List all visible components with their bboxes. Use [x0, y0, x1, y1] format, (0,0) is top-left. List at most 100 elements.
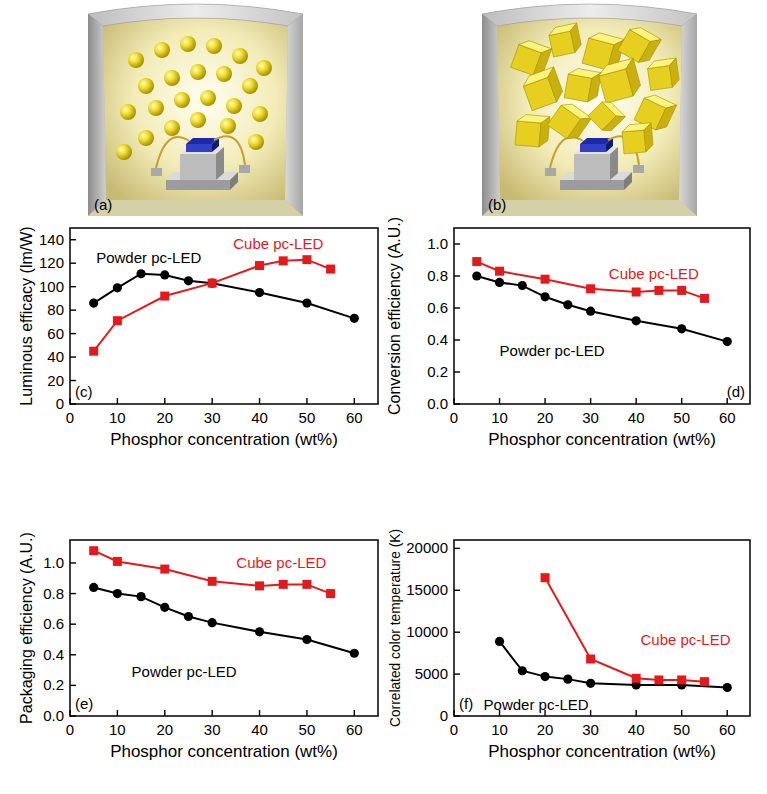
series-label: Powder pc-LED — [132, 663, 237, 680]
y-tick — [454, 307, 460, 308]
phosphor-cube — [588, 98, 625, 135]
data-point — [563, 300, 572, 309]
cube-side — [656, 102, 677, 134]
chart: 0102030405060020406080100120140Phosphor … — [18, 226, 378, 449]
y-tick-label: 10000 — [406, 623, 448, 640]
y-axis-title: Packaging efficiency (A.U.) — [18, 532, 35, 724]
y-tick-label: 0.0 — [43, 707, 64, 724]
wire — [156, 137, 189, 168]
cube-side — [545, 67, 565, 102]
x-tick — [306, 398, 307, 404]
data-point — [184, 612, 193, 621]
phosphor-sphere — [248, 134, 264, 150]
x-tick — [499, 398, 500, 404]
data-point — [208, 279, 217, 288]
y-tick — [454, 673, 460, 674]
y-axis-title: Correlated color temperature (K) — [388, 529, 403, 727]
x-tick — [164, 710, 165, 716]
x-tick-label: 10 — [491, 409, 508, 426]
chart: 01020304050600.00.20.40.60.81.0Phosphor … — [18, 532, 378, 761]
data-point — [723, 337, 732, 346]
x-tick — [117, 710, 118, 716]
data-point — [302, 298, 311, 307]
series-line — [94, 260, 331, 352]
phosphor-sphere — [226, 98, 242, 114]
y-tick-label: 40 — [47, 348, 64, 365]
data-point — [113, 589, 122, 598]
x-tick-label: 20 — [156, 721, 173, 738]
y-tick-label: 15000 — [406, 581, 448, 598]
y-tick-label: 140 — [39, 231, 64, 248]
series-label: Powder pc-LED — [96, 249, 201, 266]
rim — [482, 4, 697, 26]
x-tick-label: 20 — [537, 409, 554, 426]
x-tick-label: 30 — [582, 721, 599, 738]
y-tick-label: 60 — [47, 325, 64, 342]
x-tick-label: 10 — [491, 721, 508, 738]
data-point — [160, 270, 169, 279]
x-tick-label: 60 — [719, 409, 736, 426]
x-tick-label: 0 — [450, 409, 458, 426]
wire — [214, 136, 245, 165]
data-point — [136, 592, 145, 601]
x-tick-label: 20 — [537, 721, 554, 738]
y-axis-title: Conversion efficiency (A.U.) — [386, 217, 403, 415]
data-point — [540, 672, 549, 681]
data-point — [160, 292, 169, 301]
y-tick — [70, 685, 76, 686]
data-point — [586, 655, 595, 664]
x-tick-label: 10 — [109, 721, 126, 738]
figure: (a)(b)0102030405060020406080100120140Pho… — [0, 0, 767, 794]
x-tick-label: 50 — [673, 409, 690, 426]
post — [633, 165, 644, 173]
data-point — [632, 316, 641, 325]
y-tick-label: 1.0 — [43, 554, 64, 571]
phosphor-cube — [647, 58, 680, 90]
x-axis-title: Phosphor concentration (wt%) — [488, 430, 716, 449]
x-tick-label: 0 — [66, 721, 74, 738]
x-tick-label: 60 — [719, 721, 736, 738]
x-tick-label: 60 — [346, 409, 363, 426]
phosphor-sphere — [190, 64, 206, 80]
series-label: Powder pc-LED — [484, 696, 589, 713]
y-tick — [70, 263, 76, 264]
data-point — [540, 292, 549, 301]
data-point — [700, 294, 709, 303]
y-tick — [70, 286, 76, 287]
y-tick — [70, 356, 76, 357]
plot-frame — [454, 228, 750, 404]
phosphor-sphere — [206, 38, 222, 54]
plot-frame — [70, 540, 378, 716]
phosphor-sphere — [256, 60, 272, 76]
chart: 010203040506005000100001500020000Phospho… — [388, 529, 750, 761]
data-point — [654, 675, 663, 684]
phosphor-sphere — [164, 120, 180, 136]
y-tick-label: 5000 — [415, 665, 448, 682]
x-tick — [544, 398, 545, 404]
data-point — [677, 675, 686, 684]
cavity — [103, 18, 288, 200]
data-point — [518, 666, 527, 675]
y-tick — [70, 380, 76, 381]
y-tick-label: 0.8 — [43, 585, 64, 602]
y-tick-label: 0.4 — [427, 331, 448, 348]
x-tick-label: 0 — [450, 721, 458, 738]
phosphor-sphere — [216, 66, 232, 82]
data-point — [113, 316, 122, 325]
x-tick-label: 0 — [66, 409, 74, 426]
data-point — [208, 577, 217, 586]
phosphor-sphere — [180, 36, 196, 52]
data-point — [350, 649, 359, 658]
y-tick — [454, 339, 460, 340]
data-point — [89, 546, 98, 555]
submount-front — [574, 154, 610, 180]
data-point — [700, 677, 709, 686]
x-axis-title: Phosphor concentration (wt%) — [488, 742, 716, 761]
y-tick-label: 0.2 — [43, 676, 64, 693]
wall-left — [88, 14, 106, 216]
data-point — [255, 261, 264, 270]
phosphor-sphere — [154, 42, 170, 58]
y-tick-label: 0.6 — [43, 615, 64, 632]
x-tick — [727, 710, 728, 716]
base-front — [166, 180, 230, 190]
